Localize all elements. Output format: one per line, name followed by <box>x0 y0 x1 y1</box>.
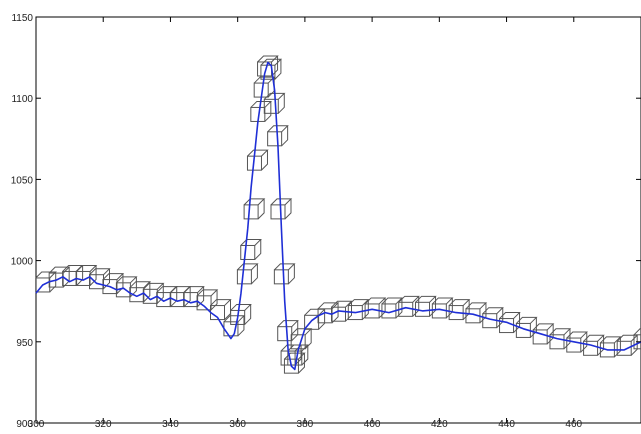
box-marker <box>267 125 289 147</box>
x-tick-label: 420 <box>431 419 448 429</box>
box-marker <box>263 92 286 114</box>
plot-frame <box>35 16 641 424</box>
box-marker <box>566 331 588 353</box>
y-tick-label: 1000 <box>11 257 34 268</box>
y-tick-label: 1150 <box>11 13 33 24</box>
x-tick-label: 340 <box>162 419 179 429</box>
box-marker <box>129 281 152 303</box>
box-marker <box>230 303 252 325</box>
series-line-0 <box>35 61 641 371</box>
x-tick-label: 380 <box>297 419 314 429</box>
box-marker <box>236 263 259 285</box>
axes-layer: 300 320 340 360 380 400 420 440 460 900 950 1000 105… <box>11 13 641 430</box>
box-marker <box>243 198 266 220</box>
x-tick-label: 300 <box>28 419 45 429</box>
box-marker <box>273 263 296 285</box>
box-marker <box>35 271 57 293</box>
box-marker <box>270 198 293 220</box>
box-marker <box>240 238 262 260</box>
y-tick-label: 1050 <box>11 175 34 186</box>
plot-area <box>35 16 641 424</box>
x-tick-label: 400 <box>364 419 381 429</box>
box-marker <box>549 328 572 350</box>
y-tick-label: 900 <box>16 419 33 429</box>
x-tick-label: 360 <box>229 419 246 429</box>
x-tick-label: 320 <box>95 419 112 429</box>
box-marker <box>633 328 641 350</box>
x-tick-label: 440 <box>498 419 515 429</box>
y-tick-label: 950 <box>16 338 33 349</box>
box-marker <box>196 289 219 311</box>
x-tick-label: 460 <box>565 419 582 429</box>
series-layer <box>35 61 641 371</box>
y-tick-label: 1100 <box>11 94 33 105</box>
